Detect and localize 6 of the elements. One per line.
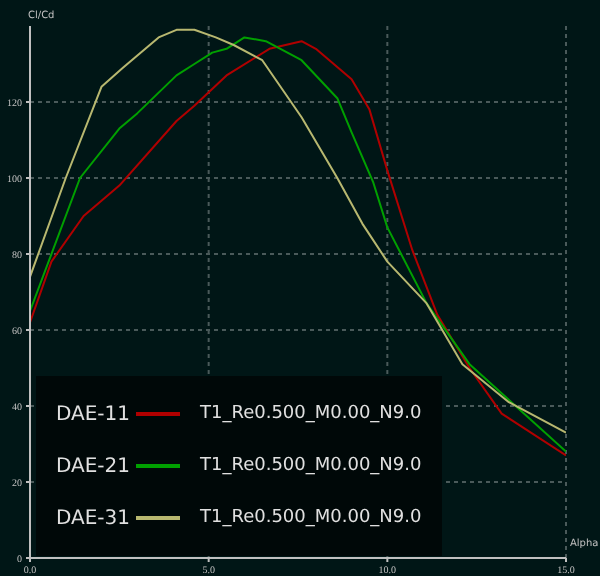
- annotation: T1_Re0.500_M0.00_N9.0: [200, 456, 422, 476]
- legend-label: DAE-11: [56, 403, 132, 425]
- annotation: T1_Re0.500_M0.00_N9.0: [200, 508, 422, 528]
- legend-label: DAE-31: [56, 507, 132, 529]
- legend-label: DAE-21: [56, 455, 132, 477]
- annotation: T1_Re0.500_M0.00_N9.0: [200, 404, 422, 424]
